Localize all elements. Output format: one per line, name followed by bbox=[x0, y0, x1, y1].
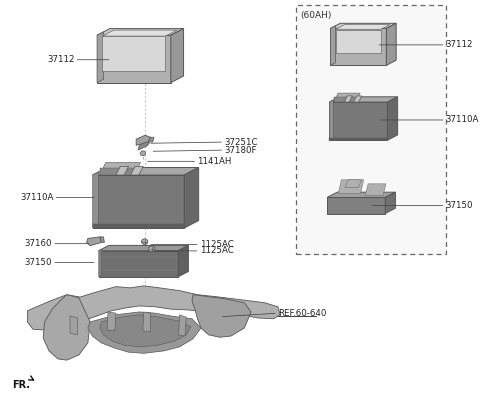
Text: REF.60-640: REF.60-640 bbox=[278, 309, 326, 318]
Polygon shape bbox=[329, 97, 397, 102]
Text: 37110A: 37110A bbox=[20, 193, 53, 202]
Polygon shape bbox=[327, 197, 385, 214]
Polygon shape bbox=[100, 168, 135, 175]
Polygon shape bbox=[329, 137, 387, 140]
Polygon shape bbox=[345, 180, 361, 187]
Polygon shape bbox=[97, 29, 183, 35]
Text: 37150: 37150 bbox=[445, 201, 473, 210]
Polygon shape bbox=[136, 135, 150, 145]
Polygon shape bbox=[43, 295, 90, 360]
Polygon shape bbox=[365, 184, 386, 195]
Polygon shape bbox=[329, 102, 387, 140]
Polygon shape bbox=[107, 312, 116, 331]
Polygon shape bbox=[334, 93, 360, 102]
Polygon shape bbox=[387, 97, 397, 140]
Polygon shape bbox=[100, 237, 105, 243]
Text: 1141AH: 1141AH bbox=[197, 157, 232, 166]
Polygon shape bbox=[93, 168, 199, 175]
Circle shape bbox=[142, 239, 148, 245]
Polygon shape bbox=[179, 315, 186, 336]
Circle shape bbox=[140, 151, 145, 156]
Polygon shape bbox=[192, 295, 251, 337]
Polygon shape bbox=[334, 97, 356, 102]
Polygon shape bbox=[98, 249, 102, 277]
Text: (60AH): (60AH) bbox=[300, 11, 332, 20]
Polygon shape bbox=[93, 224, 184, 228]
Text: 37110A: 37110A bbox=[445, 116, 479, 125]
Polygon shape bbox=[93, 175, 184, 228]
Text: 37112: 37112 bbox=[445, 40, 473, 50]
Polygon shape bbox=[27, 286, 280, 330]
FancyBboxPatch shape bbox=[296, 5, 445, 254]
Circle shape bbox=[149, 246, 155, 252]
Text: FR.: FR. bbox=[12, 380, 30, 391]
Text: 37150: 37150 bbox=[24, 258, 52, 267]
Polygon shape bbox=[98, 245, 188, 251]
Polygon shape bbox=[330, 23, 396, 28]
Polygon shape bbox=[330, 28, 386, 65]
Polygon shape bbox=[102, 36, 166, 71]
Text: 37180F: 37180F bbox=[224, 145, 257, 155]
Polygon shape bbox=[330, 26, 336, 65]
Polygon shape bbox=[385, 192, 396, 214]
Polygon shape bbox=[329, 100, 334, 140]
Polygon shape bbox=[143, 312, 150, 332]
Polygon shape bbox=[86, 237, 101, 246]
Text: 1125AC: 1125AC bbox=[200, 246, 233, 256]
Polygon shape bbox=[97, 35, 171, 83]
Polygon shape bbox=[138, 142, 150, 150]
Polygon shape bbox=[116, 166, 129, 175]
Polygon shape bbox=[353, 96, 362, 102]
Text: 37160: 37160 bbox=[24, 239, 52, 248]
Polygon shape bbox=[100, 315, 191, 347]
Polygon shape bbox=[148, 137, 154, 142]
Polygon shape bbox=[338, 180, 364, 193]
Polygon shape bbox=[100, 162, 141, 175]
Polygon shape bbox=[336, 29, 381, 53]
Polygon shape bbox=[97, 32, 103, 83]
Polygon shape bbox=[131, 166, 143, 175]
Text: 37251C: 37251C bbox=[224, 137, 258, 147]
Polygon shape bbox=[171, 29, 183, 83]
Polygon shape bbox=[327, 192, 396, 197]
Polygon shape bbox=[336, 25, 390, 29]
Polygon shape bbox=[93, 172, 98, 228]
Polygon shape bbox=[70, 316, 78, 335]
Polygon shape bbox=[386, 23, 396, 65]
Polygon shape bbox=[88, 312, 201, 353]
Polygon shape bbox=[178, 245, 188, 277]
Polygon shape bbox=[184, 168, 199, 228]
Text: 37112: 37112 bbox=[47, 55, 74, 64]
Polygon shape bbox=[98, 251, 178, 277]
Text: 1125AC: 1125AC bbox=[200, 240, 233, 249]
Polygon shape bbox=[102, 30, 177, 36]
Polygon shape bbox=[344, 96, 352, 102]
